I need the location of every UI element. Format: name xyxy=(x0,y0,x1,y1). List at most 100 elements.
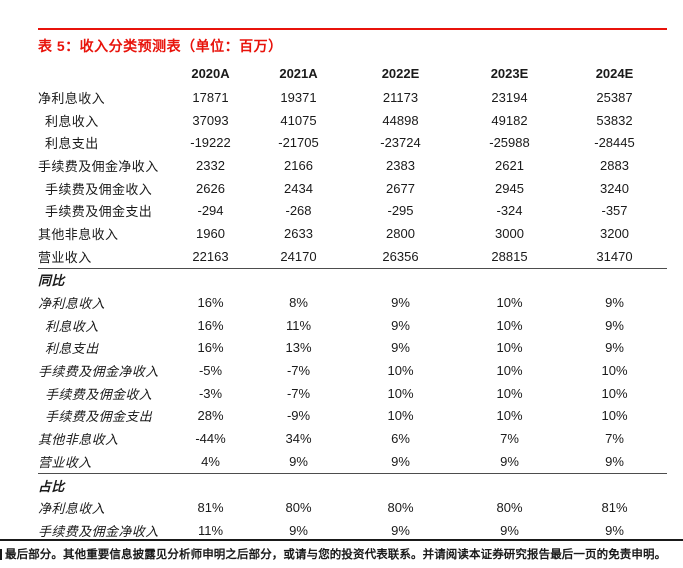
row-label: 手续费及佣金净收入 xyxy=(38,364,159,380)
cell-value: 26356 xyxy=(344,244,457,269)
cell-value: 3240 xyxy=(600,180,629,196)
cell-value: 80% xyxy=(285,500,312,516)
cell-value: 31470 xyxy=(562,244,667,269)
section-header-label: 占比 xyxy=(38,478,65,494)
cell-value: 7% xyxy=(500,431,519,447)
cell-value: 16% xyxy=(197,295,224,311)
cell-value: 10% xyxy=(496,340,523,356)
cell-value: 9% xyxy=(562,450,667,474)
cell-value: 80% xyxy=(496,500,523,516)
cell-value: 53832 xyxy=(596,112,633,128)
cell-value: 11% xyxy=(197,522,224,538)
footer-rule xyxy=(0,539,683,541)
row-label: 手续费及佣金净收入 xyxy=(38,158,159,174)
cell-value: 10% xyxy=(496,408,523,424)
cell-value: 10% xyxy=(496,385,523,401)
cell-value: 41075 xyxy=(280,112,317,128)
section-header-row-share: 占比 xyxy=(38,473,667,496)
cell-value: -268 xyxy=(285,203,312,219)
clipped-character-fragment xyxy=(0,549,2,560)
cell-value: 22163 xyxy=(168,244,253,269)
cell-value: 9% xyxy=(500,522,519,538)
cell-value: 2434 xyxy=(284,180,313,196)
cell-value: 21173 xyxy=(382,89,419,105)
cell-value: 10% xyxy=(601,408,628,424)
column-header-2020A: 2020A xyxy=(191,65,230,81)
section-header-label: 同比 xyxy=(38,273,65,289)
cell-value: -294 xyxy=(197,203,224,219)
cell-value: 2800 xyxy=(386,225,415,241)
table-title: 表 5：收入分类预测表（单位：百万） xyxy=(38,38,283,54)
cell-value: 9% xyxy=(391,340,410,356)
row-label: 手续费及佣金收入 xyxy=(45,181,153,197)
cell-value: -28445 xyxy=(594,135,635,151)
cell-value: 16% xyxy=(197,317,224,333)
section-header-row-yoy: 同比 xyxy=(38,268,667,291)
row-label: 营业收入 xyxy=(38,450,168,474)
table-row: 营业收入 22163 24170 26356 28815 31470 xyxy=(38,244,667,269)
cell-value: 28% xyxy=(197,408,224,424)
cell-value: 3200 xyxy=(600,225,629,241)
cell-value: -25988 xyxy=(489,135,530,151)
cell-value: -7% xyxy=(286,363,311,379)
row-label: 净利息收入 xyxy=(38,501,106,517)
cell-value: 6% xyxy=(391,431,410,447)
table-row: 其他非息收入 -44% 34% 6% 7% 7% xyxy=(38,427,667,450)
row-label: 手续费及佣金净收入 xyxy=(38,523,159,539)
row-label: 利息支出 xyxy=(45,341,99,357)
row-label: 利息支出 xyxy=(45,136,99,152)
cell-value: 19371 xyxy=(280,89,317,105)
row-label: 利息收入 xyxy=(45,113,99,129)
cell-value: -9% xyxy=(286,408,311,424)
cell-value: 9% xyxy=(457,450,562,474)
cell-value: -19222 xyxy=(190,135,231,151)
table-top-rule xyxy=(38,28,667,30)
table-row: 净利息收入 16% 8% 9% 10% 9% xyxy=(38,291,667,314)
cell-value: -23724 xyxy=(380,135,421,151)
cell-value: 7% xyxy=(605,431,624,447)
cell-value: -5% xyxy=(198,363,223,379)
cell-value: 10% xyxy=(387,363,414,379)
cell-value: 81% xyxy=(601,500,628,516)
table-row: 其他非息收入 1960 2633 2800 3000 3200 xyxy=(38,222,667,245)
cell-value: 28815 xyxy=(457,244,562,269)
cell-value: -21705 xyxy=(278,135,319,151)
table-row: 手续费及佣金净收入 -5% -7% 10% 10% 10% xyxy=(38,359,667,382)
table-header-row: 2020A 2021A 2022E 2023E 2024E xyxy=(38,60,667,86)
cell-value: 2166 xyxy=(284,157,313,173)
table-row: 净利息收入 81% 80% 80% 80% 81% xyxy=(38,496,667,519)
table-row: 营业收入 4% 9% 9% 9% 9% xyxy=(38,450,667,474)
disclaimer-footer: 最后部分。其他重要信息披露见分析师申明之后部分，或请与您的投资代表联系。并请阅读… xyxy=(5,549,667,561)
cell-value: 16% xyxy=(197,340,224,356)
cell-value: 10% xyxy=(496,363,523,379)
cell-value: 8% xyxy=(289,295,308,311)
cell-value: 2883 xyxy=(600,157,629,173)
row-label: 营业收入 xyxy=(38,244,168,269)
row-label: 利息收入 xyxy=(45,318,99,334)
table-row: 手续费及佣金收入 -3% -7% 10% 10% 10% xyxy=(38,382,667,405)
row-label: 手续费及佣金支出 xyxy=(45,204,153,220)
cell-value: 23194 xyxy=(491,89,528,105)
cell-value: 2945 xyxy=(495,180,524,196)
cell-value: 4% xyxy=(168,450,253,474)
cell-value: 10% xyxy=(496,317,523,333)
table-row: 利息收入 16% 11% 9% 10% 9% xyxy=(38,314,667,337)
cell-value: 10% xyxy=(387,408,414,424)
cell-value: 80% xyxy=(387,500,414,516)
cell-value: 37093 xyxy=(192,112,229,128)
cell-value: 1960 xyxy=(196,225,225,241)
table-row: 手续费及佣金净收入 11% 9% 9% 9% 9% xyxy=(38,519,667,542)
column-header-2021A: 2021A xyxy=(279,65,318,81)
row-label: 其他非息收入 xyxy=(38,432,119,448)
cell-value: -7% xyxy=(286,385,311,401)
forecast-table: 2020A 2021A 2022E 2023E 2024E 净利息收入 17871 1937… xyxy=(38,60,667,542)
cell-value: 25387 xyxy=(596,89,633,105)
cell-value: 11% xyxy=(285,317,312,333)
cell-value: 10% xyxy=(496,295,523,311)
column-header-2023E: 2023E xyxy=(490,65,529,81)
cell-value: 9% xyxy=(605,317,624,333)
cell-value: 2626 xyxy=(196,180,225,196)
cell-value: -295 xyxy=(387,203,414,219)
cell-value: 2383 xyxy=(386,157,415,173)
